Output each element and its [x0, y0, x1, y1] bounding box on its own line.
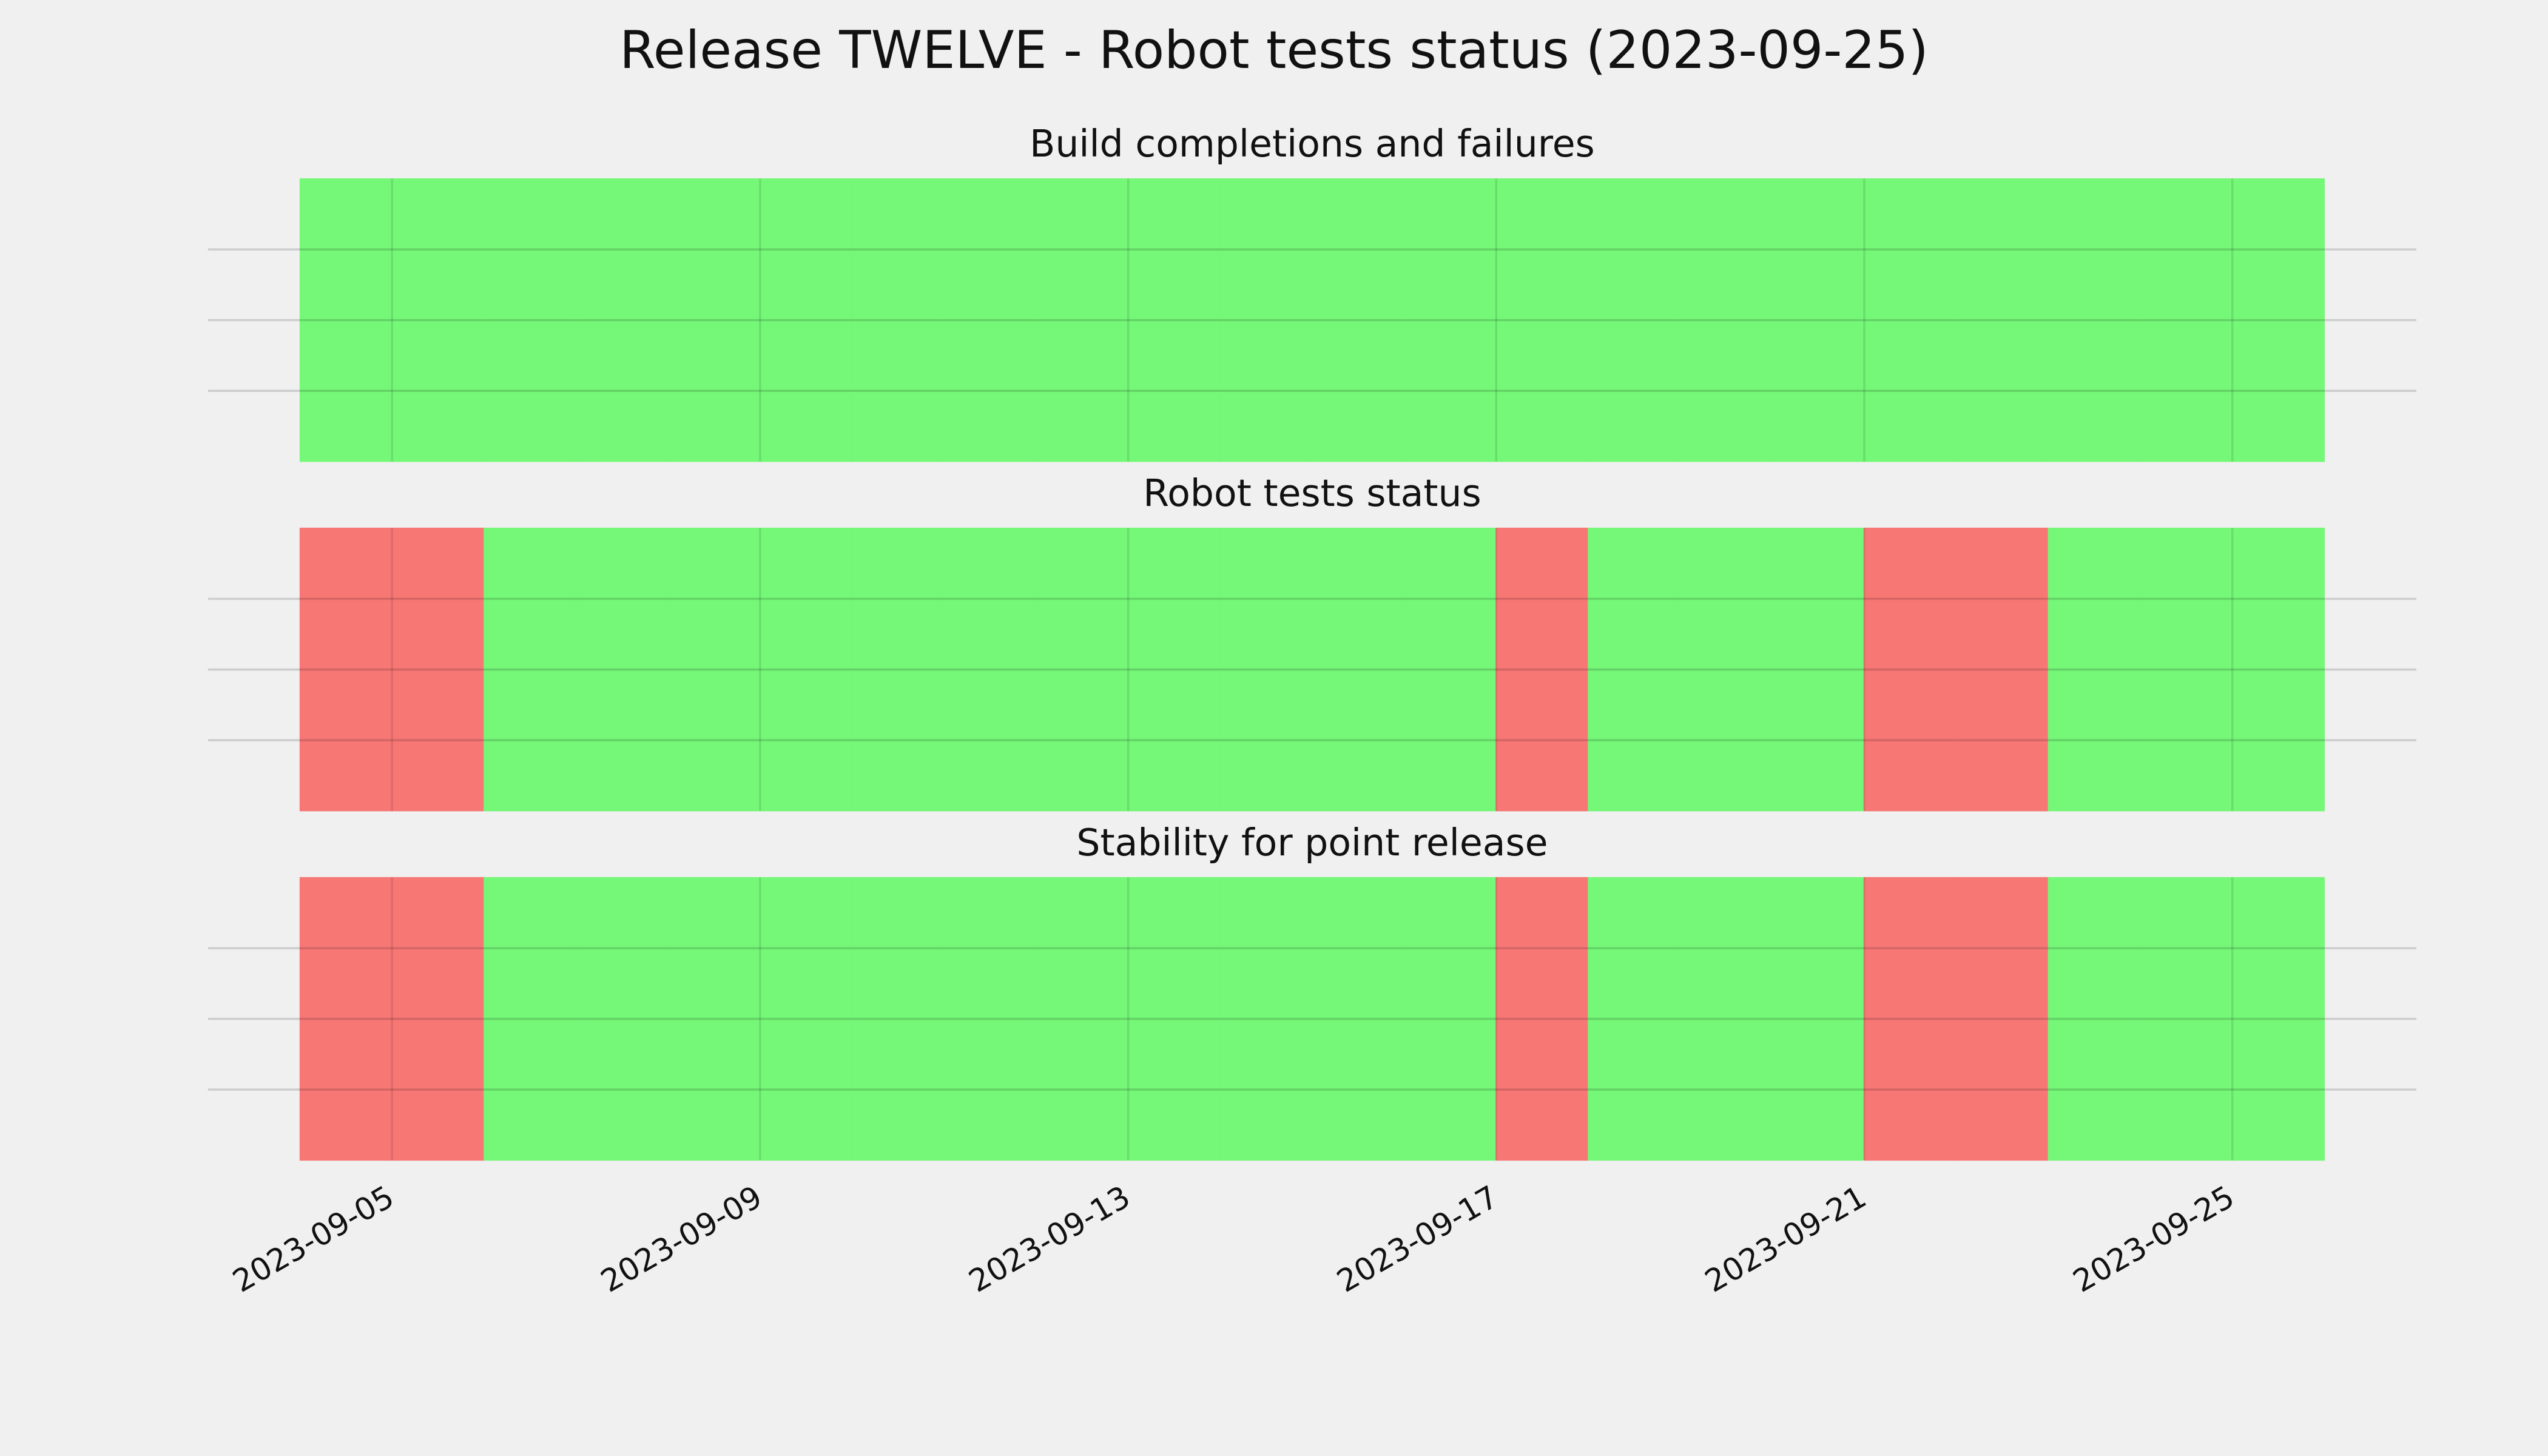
status-span [1036, 178, 1129, 462]
status-span [391, 178, 485, 462]
status-span [1588, 527, 1681, 812]
status-span [1495, 877, 1589, 1161]
status-span [1771, 877, 1865, 1161]
status-span [2048, 877, 2141, 1161]
status-span [1771, 178, 1865, 462]
status-span [760, 877, 853, 1161]
status-span [1219, 178, 1313, 462]
status-span [1127, 877, 1221, 1161]
status-span [1036, 877, 1129, 1161]
status-span [1312, 178, 1405, 462]
status-span [1955, 178, 2049, 462]
status-span [299, 527, 393, 812]
status-span [391, 877, 485, 1161]
status-span [391, 527, 485, 812]
status-span [1864, 527, 1957, 812]
status-span [2232, 527, 2325, 812]
status-span [1312, 877, 1405, 1161]
status-span [943, 877, 1037, 1161]
status-span [943, 527, 1037, 812]
status-span [1679, 178, 1773, 462]
status-span [1036, 527, 1129, 812]
status-span [667, 178, 761, 462]
status-span [851, 178, 945, 462]
status-span [575, 877, 669, 1161]
status-span [1955, 877, 2049, 1161]
status-span [1588, 877, 1681, 1161]
status-span [2140, 877, 2233, 1161]
status-span [851, 527, 945, 812]
status-span [1495, 178, 1589, 462]
status-span [1588, 178, 1681, 462]
status-span [667, 527, 761, 812]
status-span [760, 178, 853, 462]
status-span [575, 178, 669, 462]
status-span [1219, 877, 1313, 1161]
status-span [1679, 877, 1773, 1161]
status-span [851, 877, 945, 1161]
status-span [484, 877, 577, 1161]
subplot-title: Build completions and failures [1030, 122, 1595, 166]
status-span [1955, 527, 2049, 812]
status-span [1495, 527, 1589, 812]
status-span [1403, 527, 1497, 812]
status-span [1403, 877, 1497, 1161]
status-span [575, 527, 669, 812]
status-span [2232, 178, 2325, 462]
status-span [1219, 527, 1313, 812]
status-span [299, 877, 393, 1161]
status-span [667, 877, 761, 1161]
status-span [1127, 527, 1221, 812]
status-span [1771, 527, 1865, 812]
status-span [1864, 877, 1957, 1161]
chart-title: Release TWELVE - Robot tests status (202… [619, 20, 1929, 81]
status-span [2048, 178, 2141, 462]
status-span [943, 178, 1037, 462]
status-span [1127, 178, 1221, 462]
status-span [1403, 178, 1497, 462]
status-span [484, 178, 577, 462]
status-span [2140, 178, 2233, 462]
status-span [1864, 178, 1957, 462]
subplot-title: Robot tests status [1143, 471, 1481, 515]
status-span [1679, 527, 1773, 812]
status-span [2048, 527, 2141, 812]
subplot-title: Stability for point release [1076, 821, 1548, 864]
status-span [299, 178, 393, 462]
status-span [2232, 877, 2325, 1161]
